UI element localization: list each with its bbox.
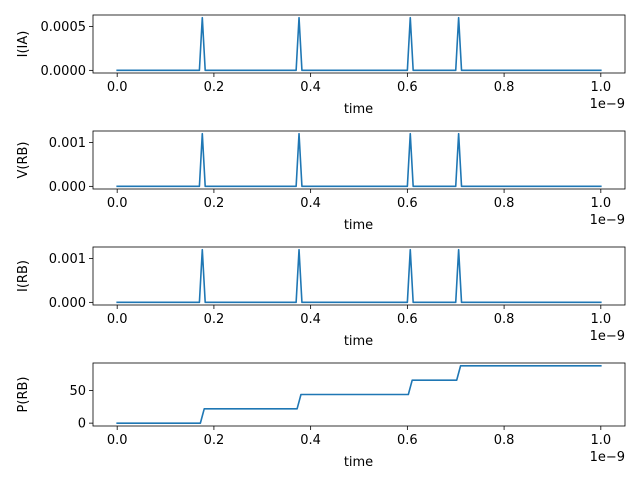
x-tick-label: 1.0	[590, 196, 611, 211]
x-tick-label: 0.0	[107, 80, 128, 95]
series-line	[116, 132, 602, 188]
subplot-2: 0.0 0.2 0.4 0.6 0.8 1.0 0.000 0.001 1e−9 time V(RB…	[16, 130, 626, 233]
axes-frame	[92, 130, 626, 190]
axes-frame	[92, 14, 626, 74]
x-tick-label: 0.0	[107, 312, 128, 327]
y-axis-label: V(RB)	[16, 142, 31, 179]
axes-frame	[92, 362, 626, 427]
x-offset-label: 1e−9	[590, 329, 625, 344]
y-tick-label: 0.0000	[41, 64, 87, 79]
x-axis-label: time	[344, 218, 373, 233]
series-line	[116, 16, 602, 72]
y-tick-label: 0	[78, 417, 86, 432]
x-tick-label: 0.2	[204, 312, 225, 327]
x-tick-label: 0.4	[300, 433, 321, 448]
x-tick-label: 0.6	[397, 312, 418, 327]
x-tick-label: 0.6	[397, 80, 418, 95]
x-axis-label: time	[344, 455, 373, 470]
x-tick-label: 0.0	[107, 433, 128, 448]
x-offset-label: 1e−9	[590, 450, 625, 465]
series-line	[116, 248, 602, 304]
x-tick-label: 0.4	[300, 196, 321, 211]
subplot-1: 0.0 0.2 0.4 0.6 0.8 1.0 0.0000 0.0005 1e−9 time I(…	[16, 14, 626, 117]
x-offset-label: 1e−9	[590, 97, 625, 112]
x-tick-label: 0.8	[494, 312, 515, 327]
x-tick-label: 0.2	[204, 80, 225, 95]
x-tick-label: 0.4	[300, 312, 321, 327]
y-axis-label: I(IA)	[16, 31, 31, 58]
y-tick-label: 0.000	[49, 180, 86, 195]
x-tick-label: 0.8	[494, 80, 515, 95]
x-tick-label: 0.2	[204, 196, 225, 211]
y-tick-label: 0.0005	[41, 20, 87, 35]
y-tick-label: 0.001	[49, 252, 86, 267]
subplot-3: 0.0 0.2 0.4 0.6 0.8 1.0 0.000 0.001 1e−9 time I(RB…	[16, 246, 626, 349]
y-tick-label: 0.001	[49, 136, 86, 151]
series-line	[116, 365, 602, 424]
x-tick-label: 0.6	[397, 196, 418, 211]
x-tick-label: 0.0	[107, 196, 128, 211]
subplot-4: 0.0 0.2 0.4 0.6 0.8 1.0 0 50 1e−9 time P(RB)	[16, 362, 626, 470]
x-tick-label: 0.8	[494, 196, 515, 211]
y-axis-label: P(RB)	[16, 377, 31, 413]
x-axis-label: time	[344, 334, 373, 349]
x-offset-label: 1e−9	[590, 213, 625, 228]
x-axis-label: time	[344, 102, 373, 117]
x-tick-label: 1.0	[590, 80, 611, 95]
y-tick-label: 50	[69, 384, 86, 399]
axes-frame	[92, 246, 626, 306]
x-tick-label: 0.8	[494, 433, 515, 448]
x-tick-label: 0.2	[204, 433, 225, 448]
y-tick-label: 0.000	[49, 296, 86, 311]
x-tick-label: 0.4	[300, 80, 321, 95]
y-axis-label: I(RB)	[16, 260, 31, 292]
x-tick-label: 1.0	[590, 433, 611, 448]
x-tick-label: 1.0	[590, 312, 611, 327]
x-tick-label: 0.6	[397, 433, 418, 448]
